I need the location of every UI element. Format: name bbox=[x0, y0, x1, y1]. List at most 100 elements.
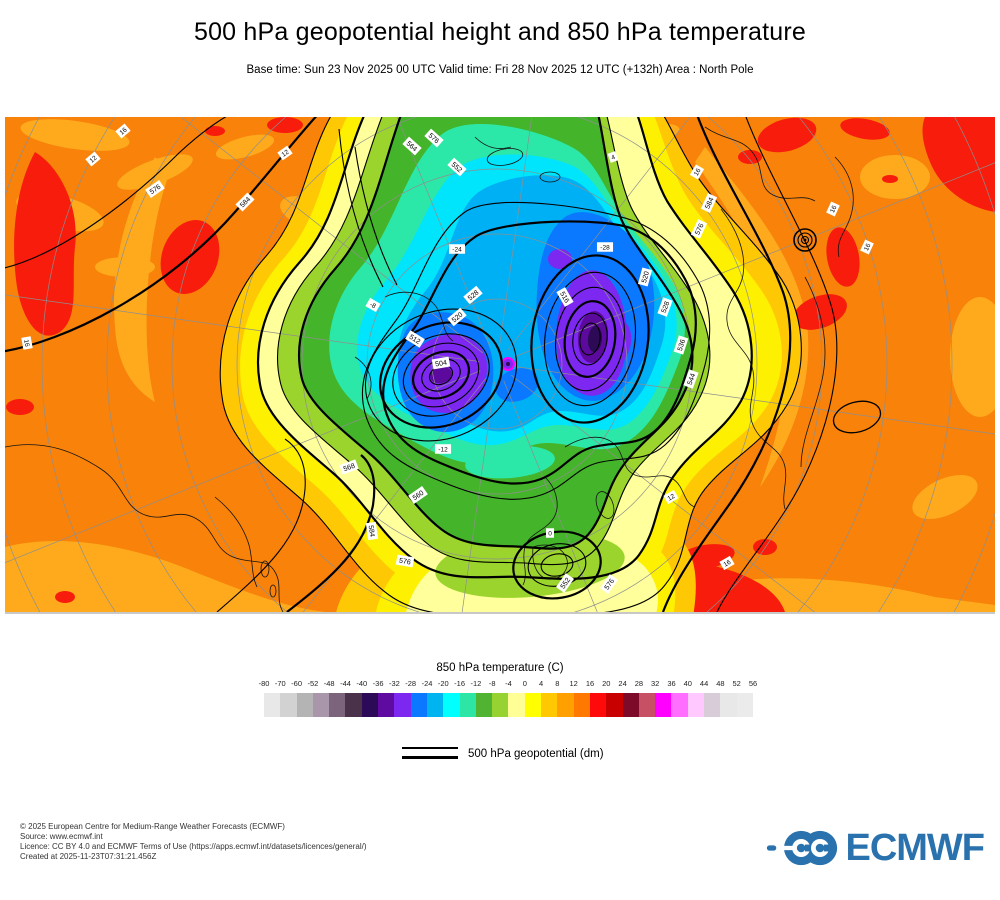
colorbar-tick: -44 bbox=[340, 679, 351, 688]
contour-height-label: 544 bbox=[683, 369, 699, 389]
colorbar-cell bbox=[606, 693, 623, 717]
contour-height-label: 516 bbox=[556, 287, 574, 307]
page-title: 500 hPa geopotential height and 850 hPa … bbox=[193, 18, 807, 46]
geopotential-legend-lines bbox=[402, 746, 458, 760]
temperature-value-label: -28 bbox=[596, 242, 614, 252]
colorbar-cell bbox=[720, 693, 737, 717]
colorbar-cell bbox=[378, 693, 395, 717]
colorbar-cell bbox=[345, 693, 362, 717]
colorbar-cell bbox=[410, 693, 427, 717]
colorbar-cell bbox=[573, 693, 590, 717]
contour-height-label: 504 bbox=[431, 356, 451, 370]
temperature-value-label: 16 bbox=[860, 239, 874, 255]
svg-text:16: 16 bbox=[119, 126, 129, 136]
colorbar-cell bbox=[361, 693, 379, 717]
colorbar-cell bbox=[541, 693, 558, 717]
svg-text:584: 584 bbox=[704, 197, 715, 211]
contour-height-label: 576 bbox=[690, 219, 708, 239]
temperature-colorbar bbox=[264, 693, 753, 717]
temperature-value-label: 4 bbox=[607, 151, 619, 163]
colorbar-tick: -20 bbox=[437, 679, 449, 688]
colorbar-tick: 0 bbox=[522, 679, 527, 688]
svg-text:576: 576 bbox=[398, 558, 411, 567]
colorbar-cell bbox=[312, 693, 330, 717]
colorbar-tick: 24 bbox=[618, 679, 627, 688]
svg-text:16: 16 bbox=[723, 559, 733, 569]
colorbar-tick: -60 bbox=[291, 679, 303, 688]
geopotential-legend-label: 500 hPa geopotential (dm) bbox=[468, 748, 604, 760]
contour-height-label: 520 bbox=[637, 267, 653, 287]
colorbar-tick: 8 bbox=[555, 679, 560, 688]
ecmwf-logo-mark bbox=[767, 830, 838, 866]
colorbar-tick: 40 bbox=[683, 679, 692, 688]
colorbar-tick: 52 bbox=[732, 679, 741, 688]
svg-text:584: 584 bbox=[367, 525, 376, 538]
colorbar-cell bbox=[394, 693, 411, 717]
temperature-value-label: -24 bbox=[448, 244, 466, 254]
colorbar-cell bbox=[508, 693, 525, 717]
colorbar-tick: 56 bbox=[748, 679, 758, 688]
colorbar-cell bbox=[280, 693, 297, 717]
colorbar-tick: -80 bbox=[258, 679, 270, 688]
svg-text:536: 536 bbox=[677, 339, 687, 352]
svg-text:16: 16 bbox=[22, 339, 30, 348]
colorbar-tick: -8 bbox=[488, 679, 496, 688]
temperature-value-label: 12 bbox=[663, 489, 679, 505]
colorbar-tick: 16 bbox=[585, 679, 595, 688]
ecmwf-logo-text: ECMWF bbox=[845, 827, 985, 869]
colorbar-cell bbox=[426, 693, 444, 717]
colorbar-cell bbox=[459, 693, 476, 717]
geopotential-contours bbox=[5, 117, 882, 612]
source-line: Source: www.ecmwf.int bbox=[20, 832, 103, 841]
temperature-value-label: 16 bbox=[21, 336, 33, 350]
temperature-value-label: 0 bbox=[545, 528, 555, 538]
colorbar-tick: 12 bbox=[569, 679, 578, 688]
colorbar-cell bbox=[475, 693, 493, 717]
colorbar-tick: -52 bbox=[307, 679, 319, 688]
svg-text:16: 16 bbox=[863, 242, 873, 252]
colorbar-tick: 4 bbox=[539, 679, 544, 688]
colorbar-cell bbox=[589, 693, 607, 717]
colorbar-cell bbox=[492, 693, 509, 717]
colorbar-cell bbox=[687, 693, 705, 717]
colorbar-cell bbox=[704, 693, 721, 717]
colorbar-tick: -70 bbox=[274, 679, 286, 688]
contour-height-label: 584 bbox=[365, 521, 379, 541]
svg-text:504: 504 bbox=[435, 360, 448, 369]
colorbar-tick: 48 bbox=[716, 679, 725, 688]
svg-text:16: 16 bbox=[829, 204, 839, 214]
colorbar-tick: 44 bbox=[699, 679, 709, 688]
svg-text:12: 12 bbox=[89, 154, 99, 164]
thin-contour-sample-line bbox=[402, 747, 458, 749]
temperature-legend-title: 850 hPa temperature (C) bbox=[436, 662, 564, 674]
temperature-value-label: -12 bbox=[434, 444, 452, 454]
contour-height-label: 576 bbox=[395, 554, 415, 568]
temperature-value-label: 16 bbox=[689, 164, 705, 180]
svg-text:-24: -24 bbox=[452, 246, 462, 253]
contour-height-label: 536 bbox=[673, 335, 689, 355]
colorbar-cell bbox=[736, 693, 753, 717]
svg-text:516: 516 bbox=[558, 291, 570, 305]
thick-contour-sample-line bbox=[402, 756, 458, 759]
colorbar-tick: -48 bbox=[323, 679, 335, 688]
colorbar-tick: 28 bbox=[634, 679, 644, 688]
colorbar-tick: -28 bbox=[405, 679, 417, 688]
svg-text:544: 544 bbox=[687, 373, 698, 386]
svg-text:4: 4 bbox=[610, 154, 616, 162]
temperature-value-label: 16 bbox=[719, 555, 735, 571]
svg-text:-12: -12 bbox=[438, 446, 448, 453]
weather-map: 584 576 584 576 564 576 552 568 560 584 576 552 576 5… bbox=[5, 117, 995, 614]
svg-text:520: 520 bbox=[641, 271, 651, 284]
temperature-value-label: 16 bbox=[826, 201, 840, 217]
colorbar-tick: -32 bbox=[388, 679, 400, 688]
licence-line: Licence: CC BY 4.0 and ECMWF Terms of Us… bbox=[20, 842, 367, 851]
contour-height-label: 528 bbox=[657, 297, 673, 317]
svg-text:576: 576 bbox=[694, 223, 705, 237]
colorbar-cell bbox=[671, 693, 688, 717]
colorbar-tick: -4 bbox=[505, 679, 512, 688]
colorbar-cell bbox=[443, 693, 460, 717]
colorbar-cell bbox=[622, 693, 639, 717]
